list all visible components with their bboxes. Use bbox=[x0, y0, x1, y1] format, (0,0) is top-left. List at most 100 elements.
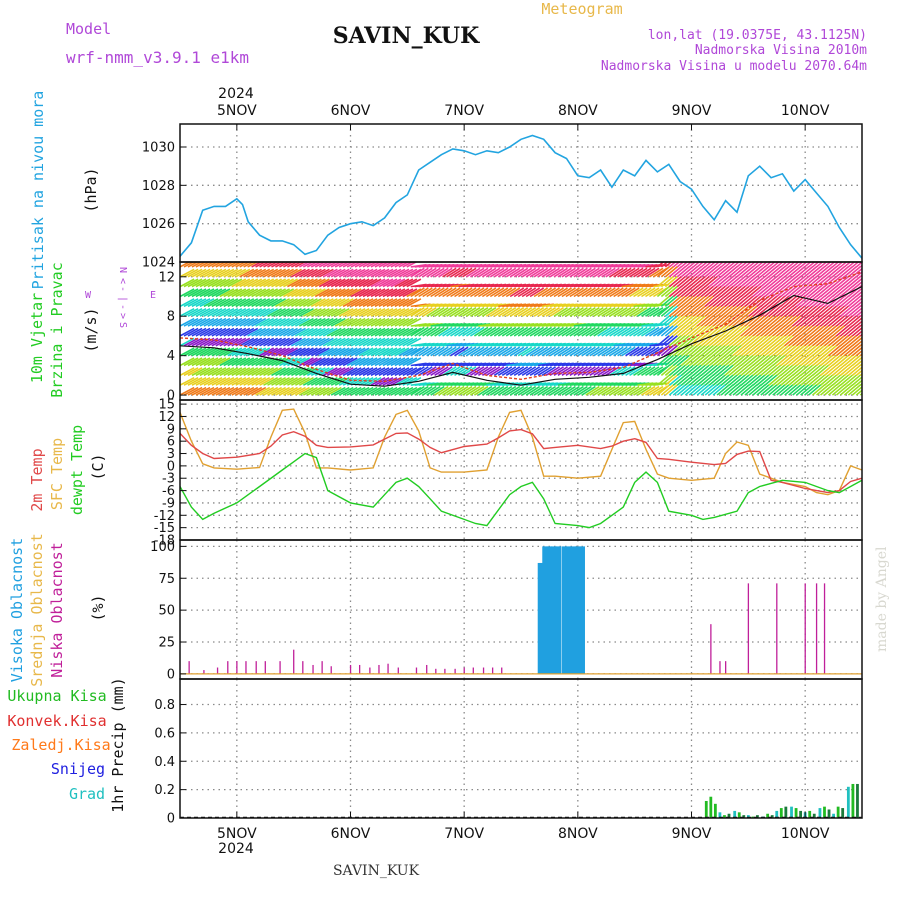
wind-barb bbox=[414, 385, 429, 396]
wind-barb bbox=[617, 287, 632, 298]
wind-barb bbox=[855, 290, 862, 298]
wind-barb bbox=[390, 327, 406, 337]
precip-bar bbox=[841, 808, 845, 818]
wind-barb bbox=[386, 298, 402, 308]
wind-barb bbox=[740, 285, 754, 298]
wind-barb bbox=[338, 278, 354, 288]
wind-barb bbox=[346, 337, 362, 347]
wind-barb bbox=[621, 307, 636, 317]
wind-barb bbox=[680, 354, 695, 367]
wind-barb bbox=[219, 298, 235, 308]
wind-barb bbox=[835, 325, 850, 337]
wind-barb bbox=[239, 386, 255, 396]
wind-barb bbox=[708, 374, 722, 386]
wind-barb bbox=[279, 337, 294, 347]
wind-barb bbox=[354, 298, 370, 308]
wind-barb bbox=[291, 307, 306, 317]
compass-n: N bbox=[117, 267, 128, 273]
wind-barb bbox=[180, 288, 195, 298]
wind-barb bbox=[366, 262, 378, 268]
wind-barb bbox=[581, 307, 596, 317]
wind-barb bbox=[792, 275, 806, 288]
wind-barb bbox=[211, 317, 227, 327]
wind-barb bbox=[235, 262, 247, 268]
wind-barb bbox=[780, 262, 788, 268]
wind-barb bbox=[291, 278, 306, 288]
wind-barb bbox=[243, 278, 259, 288]
wind-barb bbox=[704, 364, 718, 376]
wind-barb bbox=[215, 288, 231, 298]
wind-barb bbox=[525, 346, 541, 357]
wind-barb bbox=[466, 307, 481, 317]
top-day-label: 8NOV bbox=[558, 103, 598, 119]
wind-barb bbox=[688, 384, 702, 396]
wind-barb bbox=[446, 385, 461, 396]
wind-barb bbox=[696, 262, 705, 268]
wind-barb bbox=[231, 298, 247, 308]
wind-barb bbox=[839, 295, 854, 307]
wind-barb bbox=[780, 384, 794, 396]
wind-barb bbox=[621, 326, 636, 337]
wind-barb bbox=[688, 354, 702, 367]
wind-barb bbox=[736, 285, 750, 298]
wind-barb bbox=[672, 262, 681, 268]
wind-barb bbox=[788, 265, 802, 278]
wind-barb bbox=[839, 344, 854, 357]
wind-barb bbox=[593, 287, 608, 298]
wind-barb bbox=[696, 305, 710, 317]
wind-barb bbox=[227, 298, 243, 308]
wind-barb bbox=[485, 287, 501, 298]
wind-barb bbox=[279, 278, 294, 288]
wind-barb bbox=[533, 307, 549, 317]
wind-barb bbox=[712, 285, 726, 298]
wind-barb bbox=[668, 344, 683, 357]
wind-barb bbox=[744, 354, 758, 367]
wind-barb bbox=[839, 315, 854, 327]
wind-barb bbox=[235, 307, 251, 317]
wind-barb bbox=[314, 278, 330, 288]
wind-barb bbox=[804, 364, 818, 376]
ytick-label-temperature: -15 bbox=[154, 521, 175, 536]
wind-barb bbox=[263, 367, 279, 377]
wind-barb bbox=[823, 384, 838, 396]
wind-barb bbox=[823, 315, 838, 327]
wind-barb bbox=[513, 385, 529, 396]
wind-barb bbox=[744, 325, 758, 337]
wind-barb bbox=[823, 262, 832, 268]
wind-barb bbox=[800, 325, 814, 337]
wind-barb bbox=[398, 347, 414, 357]
wind-barb bbox=[267, 262, 279, 268]
cloud-low-bar bbox=[454, 668, 456, 674]
wind-barb bbox=[378, 327, 394, 337]
wind-barb bbox=[243, 298, 259, 308]
cloud-low-bar bbox=[245, 661, 247, 674]
wind-barb bbox=[414, 326, 429, 337]
precip-conv-label: Konvek.Kisa bbox=[7, 712, 106, 730]
wind-barb bbox=[764, 384, 778, 396]
precip-bar bbox=[727, 813, 731, 818]
wind-barb bbox=[382, 317, 398, 327]
wind-barb bbox=[406, 268, 422, 278]
wind-barb bbox=[537, 287, 553, 298]
wind-barb bbox=[720, 334, 734, 347]
wind-barb bbox=[418, 346, 433, 357]
compass-s: S bbox=[117, 322, 128, 328]
wind-barb bbox=[589, 326, 604, 337]
precip-bar bbox=[846, 786, 850, 818]
wind-barb bbox=[784, 265, 798, 278]
wind-barb bbox=[314, 376, 330, 386]
wind-barb bbox=[298, 278, 314, 288]
wind-barb bbox=[545, 385, 560, 396]
wind-barb bbox=[358, 317, 374, 327]
wind-barb bbox=[800, 262, 808, 268]
dewpoint-line bbox=[179, 452, 863, 529]
cloud-high-bar bbox=[570, 546, 576, 674]
wind-barb bbox=[645, 326, 660, 337]
wind-barb bbox=[398, 367, 414, 377]
precip-bar bbox=[746, 815, 750, 818]
wind-barb bbox=[776, 364, 790, 376]
wind-barb bbox=[187, 327, 203, 337]
cloud-low-bar bbox=[719, 661, 721, 674]
wind-barb bbox=[322, 317, 338, 327]
wind-barb bbox=[784, 344, 798, 357]
